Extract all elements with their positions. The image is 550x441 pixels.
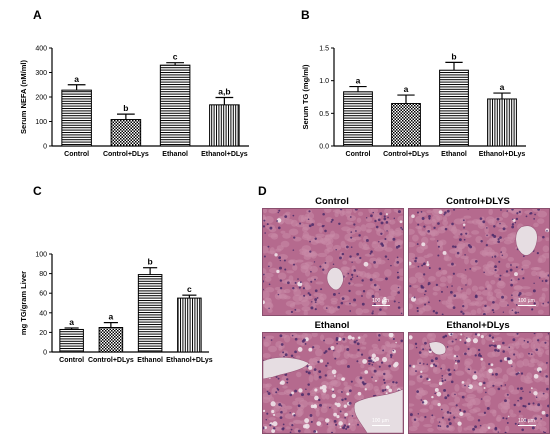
- panel-label-b: B: [301, 8, 310, 22]
- chart-c: 0 20 40 60 80 100 mg TG/gram Liver a Control a Con…: [19, 252, 213, 365]
- significance-letter: a: [109, 312, 114, 322]
- y-axis-label: mg TG/gram Liver: [19, 271, 28, 335]
- y-tick-label: 300: [35, 70, 47, 77]
- y-tick-label: 20: [39, 330, 47, 337]
- y-tick-label: 100: [35, 119, 47, 126]
- scale-bar-control: [372, 305, 390, 306]
- significance-letter: a: [500, 82, 505, 92]
- scale-bar-ethanol-dlys: [518, 425, 536, 426]
- scale-bar-control-dlys: [518, 305, 536, 306]
- y-tick-label: 0.0: [319, 144, 329, 151]
- micrograph-title-ethanol-dlys: Ethanol+DLys: [446, 320, 510, 331]
- y-axis-label: Serum NEFA (nM/ml): [19, 60, 28, 134]
- x-tick-label: Control+DLys: [383, 151, 429, 158]
- bar: [487, 98, 517, 147]
- micrograph-image: [409, 333, 549, 433]
- x-tick-label: Control: [346, 151, 371, 158]
- y-tick-label: 1.0: [319, 78, 329, 85]
- significance-letter: c: [187, 284, 192, 294]
- bar: [209, 104, 240, 147]
- micrograph-ethanol: [262, 332, 404, 434]
- panel-label-d: D: [258, 184, 267, 198]
- x-tick-label: Ethanol+DLys: [201, 151, 248, 158]
- significance-letter: a: [404, 84, 409, 94]
- chart-b: 0.0 0.5 1.0 1.5 Serum TG (mg/ml) a Control a Con…: [301, 46, 526, 158]
- micrograph-ethanol-dlys: [408, 332, 550, 434]
- significance-letter: b: [148, 257, 153, 267]
- scale-label-control-dlys: 100 µm: [518, 298, 535, 304]
- y-tick-label: 200: [35, 95, 47, 102]
- bar: [343, 91, 373, 147]
- micrograph-image: [263, 333, 403, 433]
- x-tick-label: Ethanol: [137, 357, 163, 364]
- significance-letter: a,b: [218, 86, 230, 96]
- bar: [177, 297, 202, 353]
- x-tick-label: Control: [64, 151, 89, 158]
- significance-letter: b: [451, 51, 456, 61]
- x-tick-label: Ethanol: [162, 151, 188, 158]
- y-tick-label: 1.5: [319, 46, 329, 53]
- micrograph-control-dlys: [408, 208, 550, 316]
- panel-label-c: C: [33, 184, 42, 198]
- significance-letter: a: [69, 317, 74, 327]
- micrograph-title-ethanol: Ethanol: [314, 320, 350, 331]
- chart-a: 0 100 200 300 400 Serum NEFA (nM/ml) a Control b…: [19, 46, 249, 158]
- bar: [159, 64, 191, 147]
- significance-letter: a: [356, 76, 361, 86]
- y-tick-label: 40: [39, 310, 47, 317]
- y-tick-label: 80: [39, 271, 47, 278]
- micrograph-image: [409, 209, 549, 315]
- scale-bar-ethanol: [372, 425, 390, 426]
- micrograph-title-control-dlys: Control+DLYS: [446, 196, 510, 207]
- bar: [110, 119, 142, 147]
- x-tick-label: Control: [59, 357, 84, 364]
- x-tick-label: Ethanol: [441, 151, 467, 158]
- x-tick-label: Control+DLys: [103, 151, 149, 158]
- y-tick-label: 0: [43, 350, 47, 357]
- bar: [391, 103, 421, 147]
- y-tick-label: 0: [43, 144, 47, 151]
- bar: [439, 69, 469, 147]
- scale-label-ethanol: 100 µm: [372, 418, 389, 424]
- y-tick-label: 100: [35, 252, 47, 259]
- scale-label-control: 100 µm: [372, 298, 389, 304]
- y-tick-label: 60: [39, 291, 47, 298]
- significance-letter: c: [173, 52, 178, 62]
- y-axis-label: Serum TG (mg/ml): [301, 64, 310, 130]
- micrograph-image: [263, 209, 403, 315]
- y-tick-label: 0.5: [319, 111, 329, 118]
- bar: [137, 274, 163, 353]
- micrograph-title-control: Control: [315, 196, 349, 207]
- scale-label-ethanol-dlys: 100 µm: [518, 418, 535, 424]
- x-tick-label: Ethanol+DLys: [166, 357, 213, 364]
- bar: [61, 89, 92, 147]
- x-tick-label: Ethanol+DLys: [479, 151, 526, 158]
- x-tick-label: Control+DLys: [88, 357, 134, 364]
- significance-letter: a: [74, 74, 79, 84]
- bar: [59, 328, 84, 353]
- panel-label-a: A: [33, 8, 42, 22]
- micrograph-control: [262, 208, 404, 316]
- y-tick-label: 400: [35, 46, 47, 53]
- bar: [98, 327, 124, 353]
- significance-letter: b: [123, 103, 128, 113]
